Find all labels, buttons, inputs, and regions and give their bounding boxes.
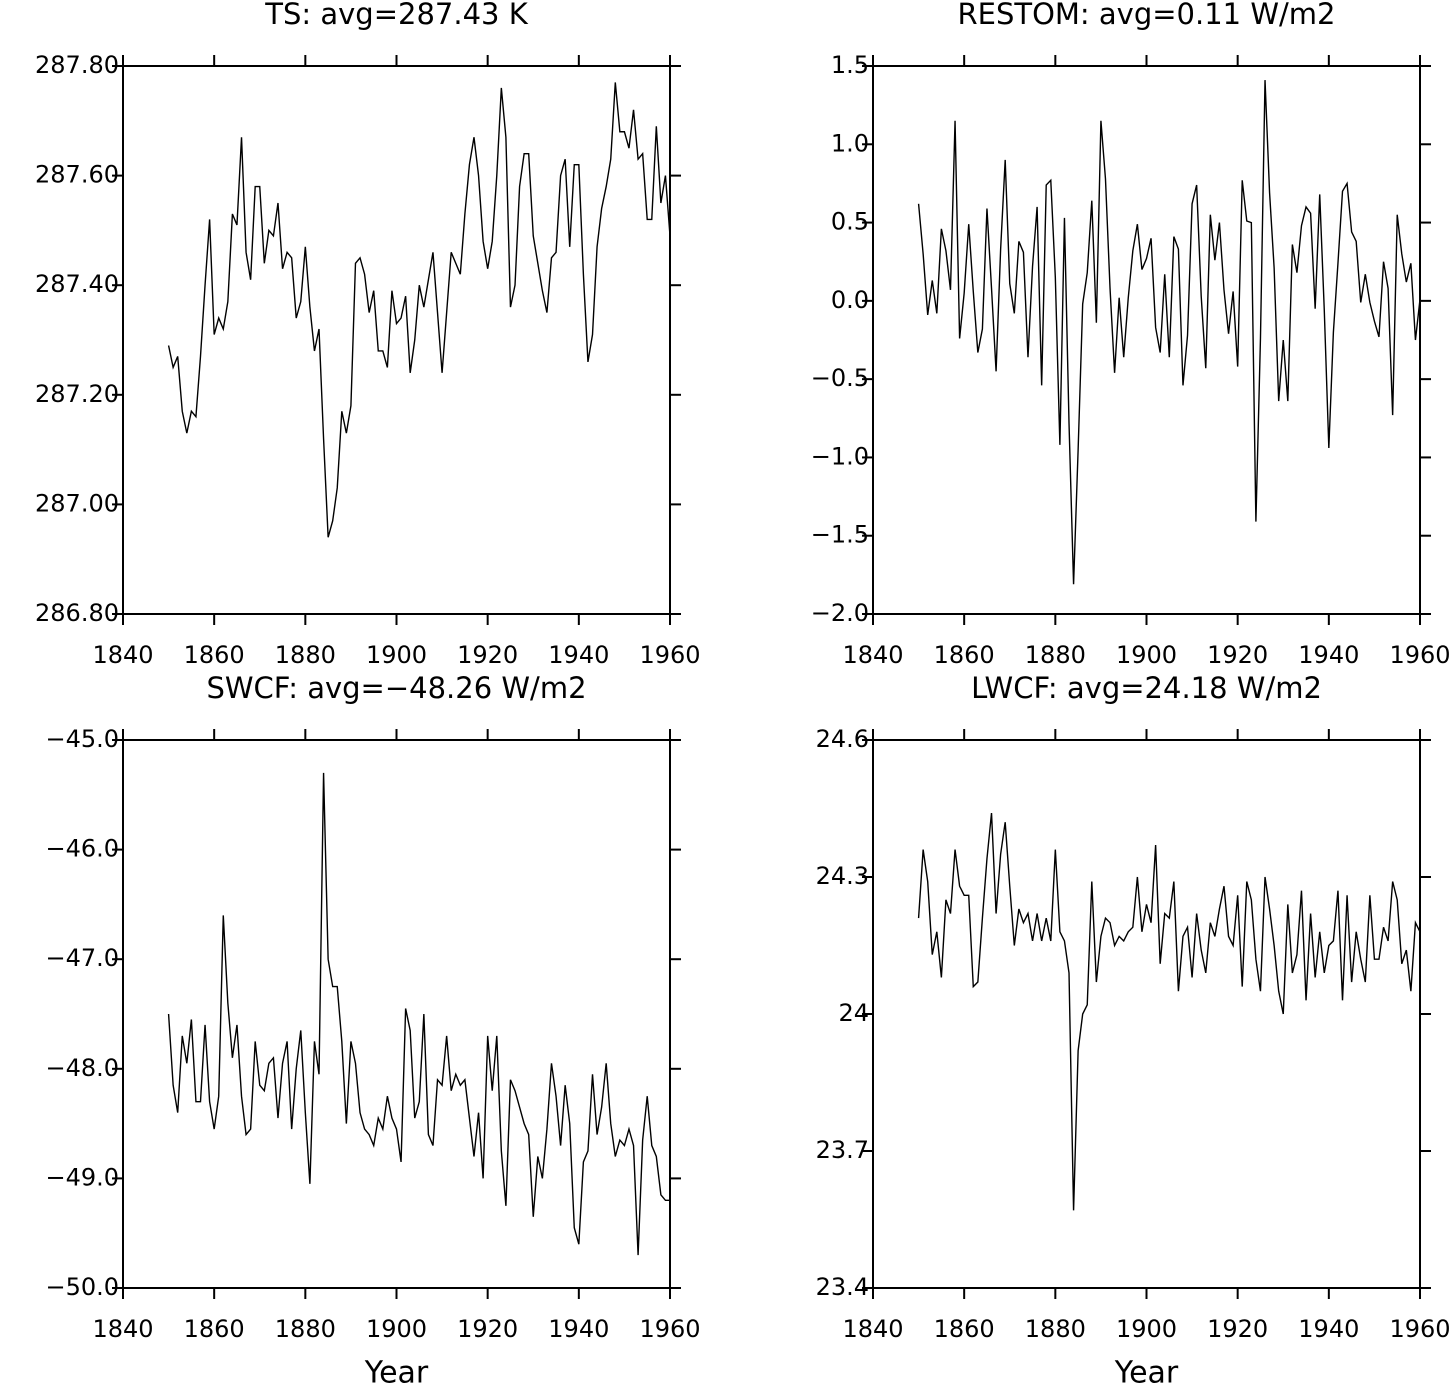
y-tick-label: −49.0 (45, 1163, 119, 1191)
x-tick-label: 1880 (1025, 641, 1086, 669)
x-tick-label: 1880 (275, 1315, 336, 1343)
x-tick-label: 1900 (1116, 1315, 1177, 1343)
y-tick-label: −1.0 (811, 442, 869, 470)
plot-frame (872, 65, 1421, 615)
plot-frame (122, 65, 671, 615)
plot-frame (122, 739, 671, 1289)
x-tick-label: 1860 (934, 1315, 995, 1343)
x-tick-label: 1940 (548, 1315, 609, 1343)
x-tick-label: 1840 (92, 641, 153, 669)
y-tick-label: −46.0 (45, 835, 119, 863)
data-line (167, 82, 671, 538)
y-tick-label: 287.20 (35, 380, 119, 408)
y-tick-label: 287.60 (35, 161, 119, 189)
x-tick-label: 1840 (842, 1315, 903, 1343)
data-line (917, 813, 1421, 1211)
y-tick-label: 1.0 (831, 129, 869, 157)
x-tick-label: 1920 (457, 1315, 518, 1343)
y-tick-label: −47.0 (45, 944, 119, 972)
x-tick-label: 1920 (1207, 1315, 1268, 1343)
x-tick-label: 1940 (548, 641, 609, 669)
y-tick-label: −50.0 (45, 1273, 119, 1301)
y-tick-label: −48.0 (45, 1054, 119, 1082)
y-tick-label: 287.40 (35, 270, 119, 298)
y-tick-label: 287.00 (35, 489, 119, 517)
x-tick-label: 1900 (366, 641, 427, 669)
x-tick-label: 1960 (639, 1315, 700, 1343)
x-axis-label: Year (364, 1356, 429, 1386)
x-tick-label: 1840 (842, 641, 903, 669)
y-tick-label: 24 (838, 999, 869, 1027)
plot-frame (872, 739, 1421, 1289)
x-tick-label: 1900 (366, 1315, 427, 1343)
data-line (167, 772, 670, 1256)
panel-title: SWCF: avg=−48.26 W/m2 (206, 671, 586, 705)
x-tick-label: 1880 (275, 641, 336, 669)
x-tick-label: 1860 (184, 1315, 245, 1343)
y-tick-label: −2.0 (811, 599, 869, 627)
x-tick-label: 1860 (184, 641, 245, 669)
x-axis-label: Year (1114, 1356, 1179, 1386)
y-tick-label: 286.80 (35, 599, 119, 627)
panel-title: LWCF: avg=24.18 W/m2 (971, 671, 1322, 705)
y-tick-label: 287.80 (35, 51, 119, 79)
y-tick-label: 24.3 (816, 862, 869, 890)
x-tick-label: 1880 (1025, 1315, 1086, 1343)
x-tick-label: 1960 (1389, 1315, 1450, 1343)
x-tick-label: 1920 (457, 641, 518, 669)
x-tick-label: 1940 (1298, 641, 1359, 669)
x-tick-label: 1860 (934, 641, 995, 669)
y-tick-label: 0.0 (831, 286, 869, 314)
y-tick-label: 23.7 (816, 1136, 869, 1164)
data-line (917, 80, 1421, 585)
x-tick-label: 1840 (92, 1315, 153, 1343)
y-tick-label: 0.5 (831, 208, 869, 236)
x-tick-label: 1940 (1298, 1315, 1359, 1343)
panel-title: TS: avg=287.43 K (264, 0, 528, 31)
y-tick-label: −45.0 (45, 725, 119, 753)
y-tick-label: 23.4 (816, 1273, 869, 1301)
x-tick-label: 1960 (639, 641, 700, 669)
y-tick-label: 24.6 (816, 725, 869, 753)
x-tick-label: 1960 (1389, 641, 1450, 669)
x-tick-label: 1900 (1116, 641, 1177, 669)
y-tick-label: 1.5 (831, 51, 869, 79)
panel-title: RESTOM: avg=0.11 W/m2 (957, 0, 1335, 31)
y-tick-label: −1.5 (811, 521, 869, 549)
y-tick-label: −0.5 (811, 364, 869, 392)
x-tick-label: 1920 (1207, 641, 1268, 669)
